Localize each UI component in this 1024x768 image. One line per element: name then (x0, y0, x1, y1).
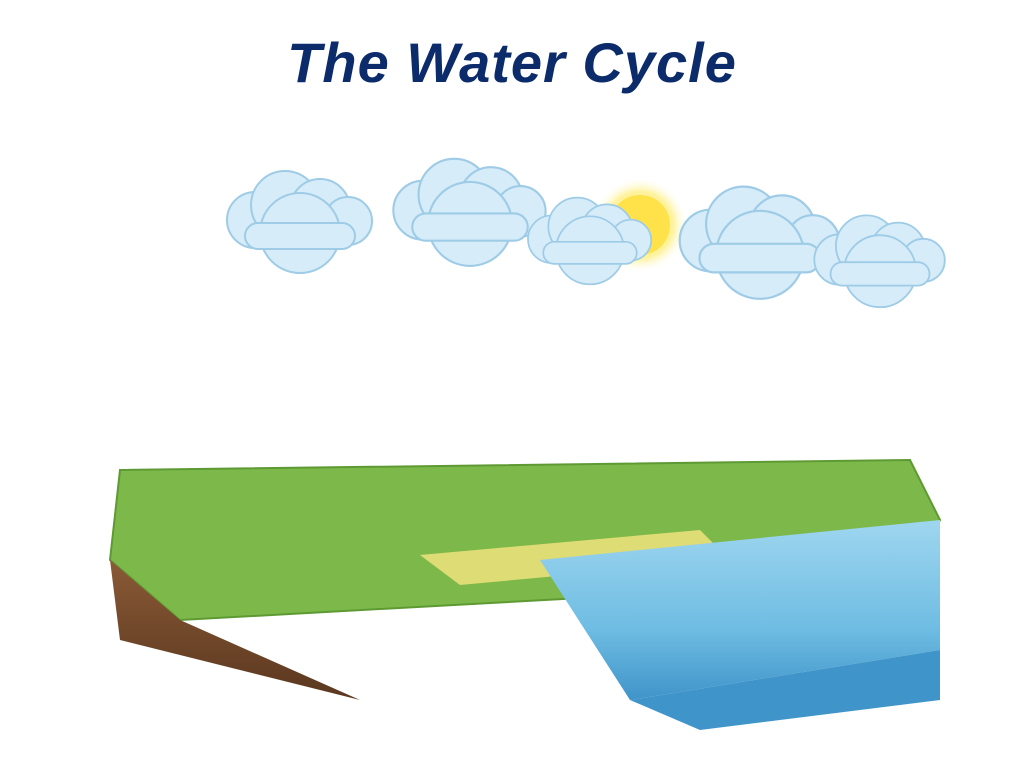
cloud-icon (680, 187, 840, 299)
cloud-icon (393, 159, 545, 266)
diagram-stage: The Water Cycle (0, 0, 1024, 768)
cloud-icon (227, 171, 372, 273)
water-cycle-diagram (0, 0, 1024, 768)
